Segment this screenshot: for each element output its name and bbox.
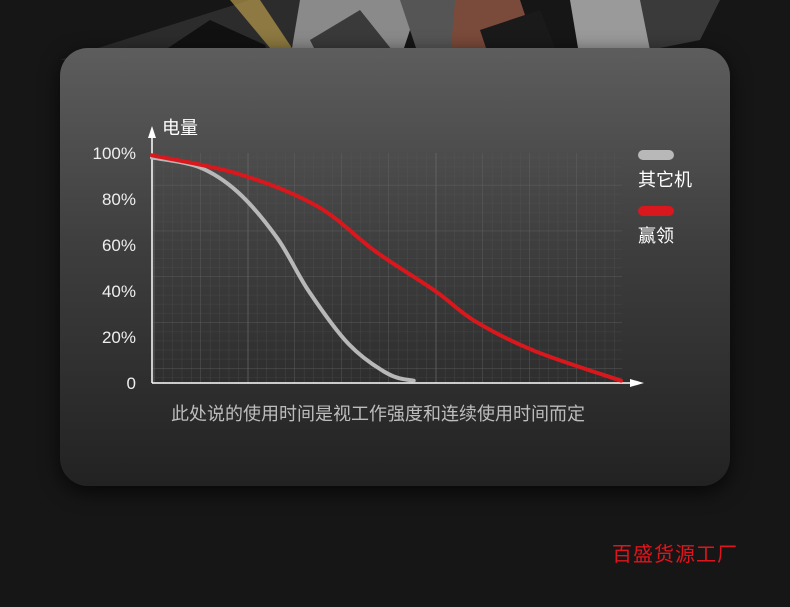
legend-swatch	[638, 206, 674, 216]
y-tick-label: 20%	[102, 328, 136, 347]
y-tick-label: 0	[127, 374, 136, 393]
x-axis-arrow	[630, 379, 644, 387]
axes	[148, 126, 644, 387]
legend-label: 赢领	[638, 225, 674, 247]
product-photo-fragment	[60, 0, 720, 60]
chart-card: 电量 100% 80% 60% 40% 20% 0 其它机赢领 此处说的使用时间是视工作强…	[60, 48, 730, 486]
plot-grid	[152, 153, 622, 383]
series-line-1	[150, 155, 416, 383]
y-tick-label: 60%	[102, 236, 136, 255]
y-axis-arrow	[148, 126, 156, 138]
watermark: 百盛货源工厂	[612, 542, 738, 566]
y-tick-label: 100%	[93, 144, 136, 163]
legend-label: 其它机	[638, 170, 692, 191]
y-tick-label: 40%	[102, 282, 136, 301]
y-tick-label: 80%	[102, 190, 136, 209]
legend-swatch	[638, 150, 674, 160]
chart-note: 此处说的使用时间是视工作强度和连续使用时间而定	[171, 404, 585, 425]
series-line-2	[150, 153, 623, 383]
y-axis-label: 电量	[162, 118, 198, 139]
